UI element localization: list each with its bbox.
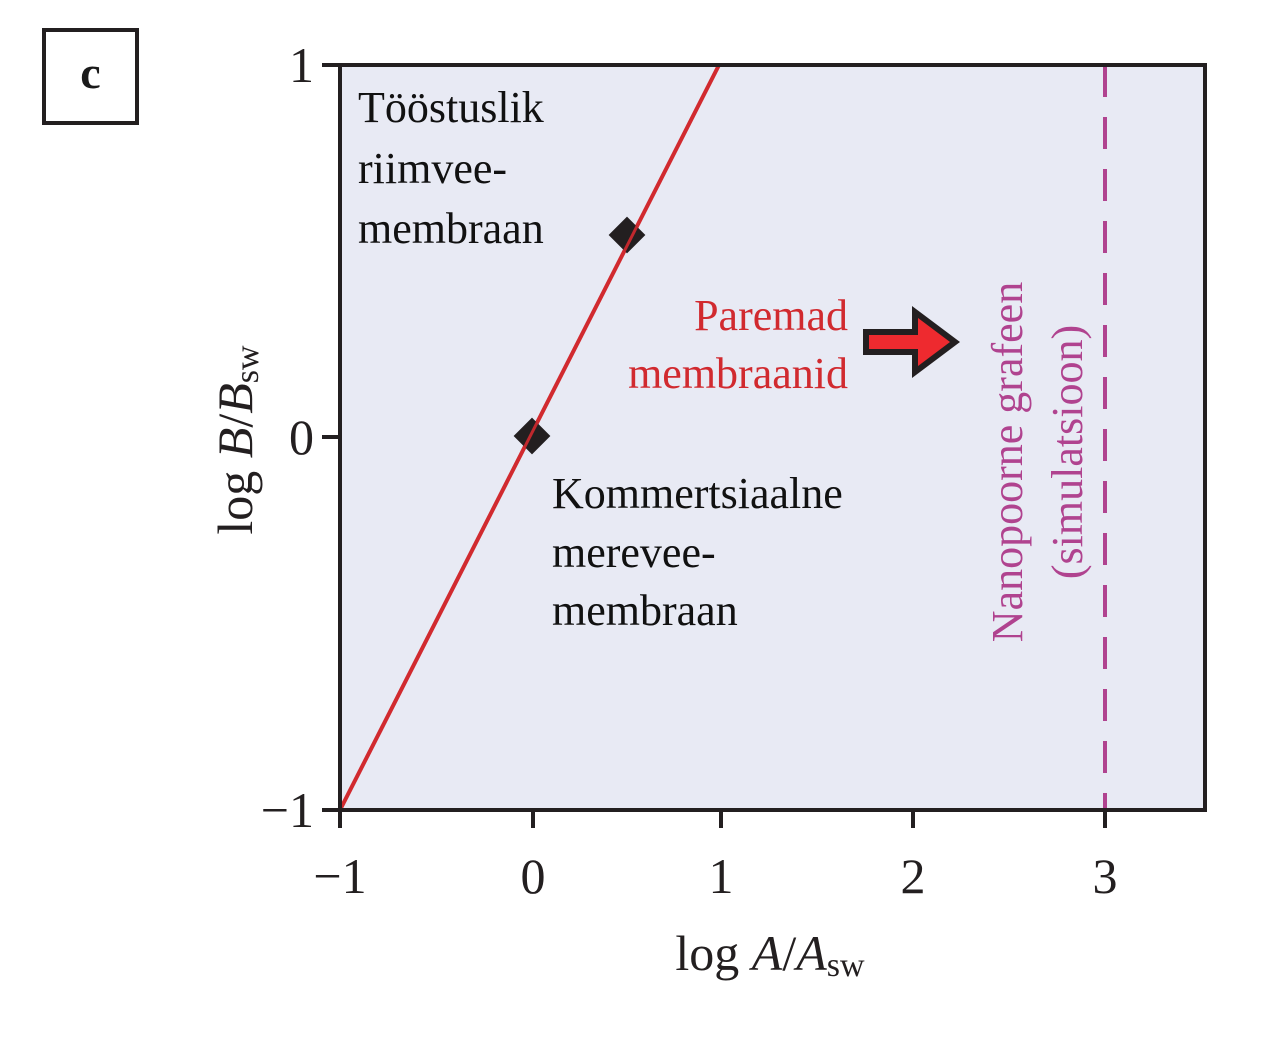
y-tick-0: 0 [289,409,314,465]
svg-text:membraan: membraan [358,204,544,253]
x-tick-0: 0 [521,848,546,904]
x-tick-1: 1 [709,848,734,904]
svg-text:merevee-: merevee- [552,528,716,577]
marker-commercial-seawater [513,417,551,455]
y-ticks [322,63,340,812]
y-tick-neg1: −1 [261,782,314,838]
svg-text:membraanid: membraanid [628,349,848,398]
svg-text:Kommertsiaalne: Kommertsiaalne [552,469,843,518]
annotation-nanoporous-graphene: Nanopoorne grafeen (simulatsioon) [983,282,1092,642]
svg-text:Nanopoorne grafeen: Nanopoorne grafeen [983,282,1032,642]
svg-text:riimvee-: riimvee- [358,144,507,193]
y-tick-1: 1 [289,37,314,93]
plot-area [340,65,1205,810]
svg-text:(simulatsioon): (simulatsioon) [1043,325,1092,579]
x-tick-3: 3 [1093,848,1118,904]
svg-text:Tööstuslik: Tööstuslik [358,83,544,132]
x-tick-2: 2 [901,848,926,904]
y-axis-title: log B/Bsw [207,345,266,535]
annotation-industrial-brackish: Tööstuslik riimvee- membraan [358,83,544,253]
svg-text:membraan: membraan [552,586,738,635]
annotation-better-membranes: Paremad membraanid [628,291,848,398]
x-ticks [338,810,1107,828]
svg-text:Paremad: Paremad [694,291,848,340]
x-tick-neg1: −1 [313,848,366,904]
panel-label: c [80,46,101,98]
right-arrow-icon [863,306,960,378]
annotation-commercial-seawater: Kommertsiaalne merevee- membraan [552,469,843,635]
x-axis-title: log A/Asw [675,925,865,984]
panel-label-box: c [42,28,139,125]
